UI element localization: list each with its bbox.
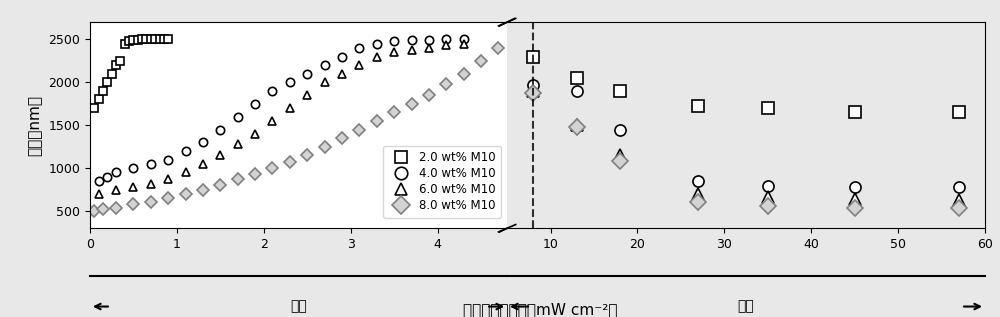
Text: 右旋: 右旋 [290,300,307,314]
Y-axis label: 波长（nm）: 波长（nm） [28,95,43,156]
Legend: 2.0 wt% M10, 4.0 wt% M10, 6.0 wt% M10, 8.0 wt% M10: 2.0 wt% M10, 4.0 wt% M10, 6.0 wt% M10, 8… [383,146,501,218]
Text: 左旋: 左旋 [738,300,754,314]
Text: 辐照紫外光强度（mW cm⁻²）: 辐照紫外光强度（mW cm⁻²） [463,302,617,317]
